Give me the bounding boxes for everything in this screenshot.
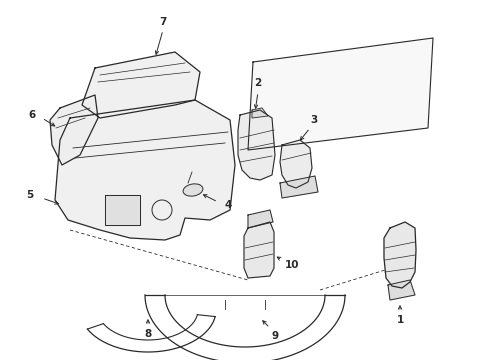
Text: 9: 9 [271,331,278,341]
Polygon shape [248,38,433,150]
Polygon shape [384,222,416,288]
Polygon shape [280,140,312,188]
Text: 8: 8 [145,329,151,339]
Text: 2: 2 [254,78,262,88]
Text: 3: 3 [310,115,318,125]
Text: 1: 1 [396,315,404,325]
Polygon shape [248,210,273,228]
Polygon shape [50,95,98,165]
Ellipse shape [183,184,203,196]
Polygon shape [55,100,235,240]
Polygon shape [105,195,140,225]
Polygon shape [238,110,275,180]
Polygon shape [244,222,274,278]
Text: 7: 7 [159,17,167,27]
Polygon shape [280,176,318,198]
Text: 10: 10 [285,260,299,270]
Text: 5: 5 [26,190,34,200]
Text: 6: 6 [28,110,36,120]
Text: 4: 4 [224,200,232,210]
Polygon shape [388,280,415,300]
Polygon shape [82,52,200,118]
Polygon shape [252,108,268,118]
